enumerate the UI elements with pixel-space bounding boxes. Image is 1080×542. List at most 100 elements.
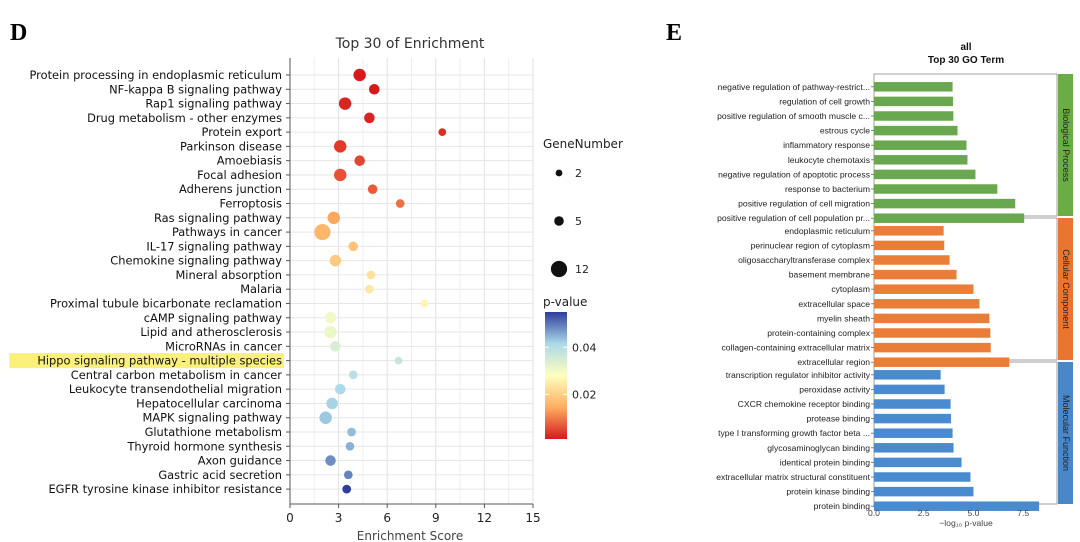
go-term-label: extracellular region: [797, 357, 870, 367]
go-term-label: glycosaminoglycan binding: [767, 443, 870, 453]
bubble-point: [343, 470, 353, 480]
p-value-legend-title: p-value: [543, 295, 587, 309]
go-term-label: inflammatory response: [783, 140, 870, 150]
x-tick-label: 6: [383, 511, 391, 525]
y-category-label: Hepatocellular carcinoma: [136, 396, 282, 410]
e-x-tick-labels: 0.0 2.5 5.0 7.5: [868, 508, 1029, 518]
y-category-label: Chemokine signaling pathway: [110, 254, 282, 268]
go-term-label: positive regulation of cell population p…: [717, 213, 870, 223]
go-term-bar: [874, 198, 1016, 209]
go-term-label: type I transforming growth factor beta .…: [718, 428, 870, 438]
facet-strips: Biological Process Cellular Component Mole…: [1058, 74, 1073, 504]
bubble-point: [345, 441, 355, 451]
go-term-bar: [874, 125, 958, 136]
go-term-label: peroxidase activity: [799, 384, 870, 394]
bubble-point: [327, 211, 340, 225]
x-tick-label: 9: [432, 511, 440, 525]
highlight-box: [9, 353, 285, 369]
bubble-point: [334, 168, 347, 182]
e-x-tick-label: 7.5: [1017, 508, 1029, 518]
go-term-label: extracellular matrix structural constitu…: [716, 472, 870, 482]
go-term-label: perinuclear region of cytoplasm: [751, 240, 870, 250]
bubble-point: [394, 356, 403, 365]
bubble-point: [330, 341, 341, 352]
bubble-point: [365, 284, 374, 294]
y-category-label: Parkinson disease: [180, 139, 282, 153]
y-category-label: Ras signaling pathway: [154, 211, 282, 225]
go-term-bar: [874, 169, 976, 180]
go-term-bar: [874, 184, 998, 194]
go-term-label: collagen-containing extracellular matrix: [721, 343, 870, 353]
go-term-label: endoplasmic reticulum: [785, 226, 871, 236]
go-term-label: transcription regulator inhibitor activi…: [726, 370, 871, 380]
bubble-point: [334, 140, 347, 153]
bubble-point: [353, 68, 366, 82]
go-term-bar: [874, 269, 957, 280]
go-term-label: myelin sheath: [817, 313, 870, 323]
y-category-label: cAMP signaling pathway: [144, 311, 282, 325]
go-term-labels: negative regulation of pathway-restrict.…: [716, 82, 870, 511]
gene-number-legend-dot: [550, 260, 568, 278]
bubble-point: [368, 84, 380, 95]
e-x-tick-label: 5.0: [967, 508, 979, 518]
y-category-label: Gastric acid secretion: [158, 468, 282, 482]
y-category-label: Focal adhesion: [197, 168, 282, 182]
x-tick-labels: 0 3 6 9 12 15: [286, 511, 540, 525]
x-axis-label: Enrichment Score: [357, 529, 463, 542]
e-x-tick-label: 0.0: [868, 508, 880, 518]
go-term-label: protein binding: [814, 501, 871, 511]
go-term-label: positive regulation of cell migration: [738, 199, 870, 209]
go-term-bar: [874, 140, 967, 150]
bubble-point: [348, 370, 358, 380]
go-term-label: response to bacterium: [785, 184, 870, 194]
facet-strip-label: Molecular Function: [1061, 395, 1071, 471]
go-term-label: basement membrane: [789, 270, 870, 280]
y-category-label: NF-kappa B signaling pathway: [109, 82, 282, 96]
chart-e-title: all: [960, 42, 971, 53]
facet-strip: [1058, 362, 1073, 504]
y-category-label: Ferroptosis: [219, 197, 282, 211]
go-term-bar: [874, 472, 971, 482]
go-term-label: estrous cycle: [820, 126, 870, 136]
chart-e-subtitle: Top 30 GO Term: [928, 55, 1004, 66]
gene-number-legend: GeneNumber 2 5 12: [543, 137, 623, 278]
bubble-point: [366, 270, 376, 280]
bubble-point: [324, 312, 337, 324]
y-category-label: Adherens junction: [179, 182, 282, 196]
y-category-label: Hippo signaling pathway - multiple speci…: [37, 354, 282, 368]
facet-strip: [1058, 74, 1073, 216]
go-term-bar: [874, 240, 945, 251]
go-term-bar: [874, 370, 941, 380]
x-tick-label: 3: [335, 511, 343, 525]
gene-number-legend-dot: [554, 216, 564, 226]
go-term-bar: [874, 443, 954, 453]
go-term-label: protein kinase binding: [786, 487, 870, 497]
gene-number-legend-title: GeneNumber: [543, 137, 623, 151]
y-category-label: Protein export: [202, 125, 283, 139]
go-term-bar: [874, 313, 990, 324]
go-term-label: positive regulation of smooth muscle c..…: [717, 111, 870, 121]
go-term-bar: [874, 342, 991, 353]
y-category-label: Malaria: [240, 282, 282, 296]
go-term-bar: [874, 384, 945, 395]
go-term-label: protease binding: [806, 414, 870, 424]
bubble-point: [348, 241, 358, 252]
go-term-label: leukocyte chemotaxis: [788, 155, 870, 165]
bubble-points: [314, 68, 447, 494]
y-category-label: MicroRNAs in cancer: [165, 339, 282, 353]
bubble-point: [364, 112, 375, 124]
go-term-bar: [874, 413, 951, 424]
go-term-bars: [874, 82, 1040, 511]
go-term-label: negative regulation of pathway-restrict.…: [718, 82, 870, 92]
bubble-point: [347, 427, 356, 437]
go-term-bar: [874, 213, 1025, 223]
p-value-colorbar: [545, 312, 567, 439]
go-term-bar: [874, 357, 1010, 367]
go-term-bar: [874, 486, 974, 497]
bubble-point: [334, 383, 346, 395]
go-term-bar: [874, 399, 951, 409]
bubble-point: [338, 97, 352, 110]
colorbar-tick-label: 0.02: [572, 388, 597, 401]
bubble-point: [319, 411, 332, 424]
